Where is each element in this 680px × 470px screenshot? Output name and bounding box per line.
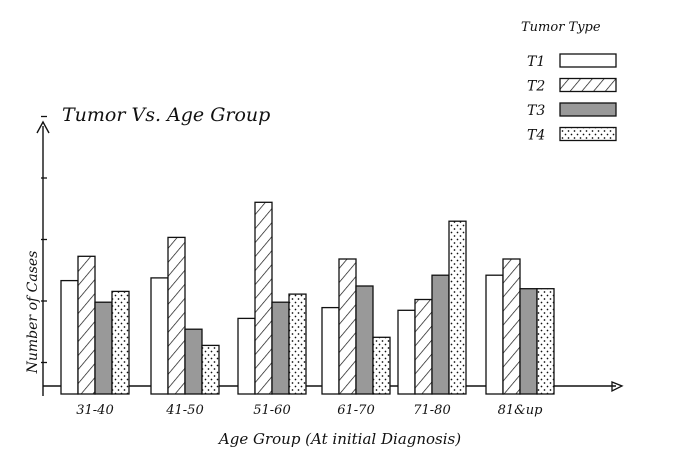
legend-label-t3: T3 xyxy=(527,103,545,119)
bar-t4-31-40 xyxy=(111,290,130,395)
bar-t4-71-80 xyxy=(448,220,467,395)
bar-t1-61-70 xyxy=(321,306,340,395)
x-tick-label-51-60: 51-60 xyxy=(253,403,290,418)
bar-t1-41-50 xyxy=(150,277,169,395)
x-axis-label: Age Group (At initial Diagnosis) xyxy=(217,430,461,448)
bar-t1-81&up xyxy=(485,274,504,395)
bar-t4-41-50 xyxy=(201,344,220,395)
legend-swatch-t1 xyxy=(559,53,617,68)
x-tick-label-71-80: 71-80 xyxy=(413,403,450,418)
legend-swatch-t3 xyxy=(559,102,617,117)
bar-t3-31-40 xyxy=(94,301,113,395)
x-tick-labels: 31-40 41-50 51-60 61-70 71-80 81&up xyxy=(76,403,543,418)
bar-t2-61-70 xyxy=(338,258,357,395)
bar-t2-41-50 xyxy=(167,236,186,395)
x-tick-label-61-70: 61-70 xyxy=(337,403,374,418)
legend-title: Tumor Type xyxy=(521,20,601,35)
x-tick-label-41-50: 41-50 xyxy=(165,403,203,418)
bar-t4-51-60 xyxy=(288,293,307,395)
legend-label-t4: T4 xyxy=(527,128,545,144)
bar-t3-51-60 xyxy=(271,301,290,395)
y-axis xyxy=(36,115,50,396)
bars-group xyxy=(60,201,555,395)
bar-t1-31-40 xyxy=(60,279,79,395)
bar-t2-31-40 xyxy=(77,255,96,395)
bar-t3-71-80 xyxy=(431,274,450,395)
bar-t3-61-70 xyxy=(355,285,374,395)
legend-label-t2: T2 xyxy=(527,79,545,95)
chart-title: Tumor Vs. Age Group xyxy=(62,104,270,126)
bar-t2-81&up xyxy=(502,258,521,395)
bar-t1-71-80 xyxy=(397,309,416,395)
legend-swatch-t2 xyxy=(559,77,617,93)
bar-t4-61-70 xyxy=(372,336,391,395)
x-tick-label-31-40: 31-40 xyxy=(76,403,113,418)
bar-t3-41-50 xyxy=(184,328,203,395)
bar-t1-51-60 xyxy=(237,317,256,395)
legend: Tumor Type T1 T2 T3 T4 xyxy=(521,20,617,144)
legend-swatch-t4 xyxy=(559,126,617,142)
bar-t2-51-60 xyxy=(254,201,273,395)
y-axis-label: Number of Cases xyxy=(25,251,41,375)
legend-label-t1: T1 xyxy=(527,54,545,70)
bar-t3-81&up xyxy=(519,288,538,395)
x-tick-label-81&up: 81&up xyxy=(498,403,543,418)
bar-t2-71-80 xyxy=(414,298,433,395)
bar-t4-81&up xyxy=(536,288,555,395)
